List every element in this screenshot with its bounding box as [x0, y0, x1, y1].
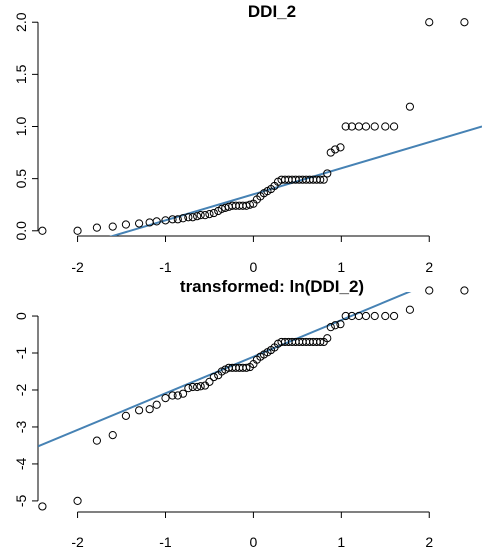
qq-point [389, 311, 399, 321]
y-tick-label: -3 [13, 421, 29, 434]
qq-point [205, 210, 214, 219]
qq-point [209, 208, 218, 218]
qq-point [121, 411, 131, 420]
y-tick-label: -5 [13, 494, 29, 507]
qq-point [200, 211, 210, 220]
qq-point [361, 311, 371, 321]
x-tick-label: 1 [337, 259, 345, 275]
x-tick-label: -1 [159, 534, 172, 550]
qq-point [161, 394, 170, 403]
qq-point [196, 382, 205, 391]
y-tick-label: 0 [13, 312, 29, 320]
qq-point [341, 122, 350, 131]
qq-point [370, 122, 379, 131]
x-tick-label: 0 [250, 534, 258, 550]
qq-point [38, 226, 47, 235]
qq-point [184, 384, 193, 393]
qq-point [316, 175, 325, 184]
y-tick-label: 0.0 [13, 221, 29, 241]
qq-point [193, 212, 202, 221]
qq-point [370, 311, 379, 321]
qq-point [173, 391, 182, 400]
panel-title: DDI_2 [248, 2, 296, 21]
x-tick-label: 2 [425, 259, 433, 275]
qq-panel-2: transformed: ln(DDI_2) -2 -1 0 1 2 0 -1 -2 -3 -4 -5 [13, 277, 469, 550]
y-tick-label: 1.0 [13, 117, 29, 137]
qq-point [200, 381, 210, 390]
qq-point [319, 175, 328, 184]
qq-point [405, 102, 415, 111]
qq-point [323, 334, 332, 343]
qq-point [152, 400, 161, 409]
qq-point [341, 311, 350, 321]
qq-point [188, 382, 197, 392]
qq-point [193, 382, 202, 392]
qq-point [173, 215, 182, 224]
qq-point [425, 286, 434, 295]
qq-point [108, 430, 117, 440]
y-tick-label: 0.5 [13, 169, 29, 189]
qq-point [242, 363, 251, 372]
qq-point [145, 405, 154, 414]
qq-point [108, 222, 117, 231]
qq-point [188, 213, 197, 222]
qq-point [205, 377, 214, 386]
qq-point [316, 337, 325, 347]
qq-point [92, 436, 102, 445]
qq-point [73, 496, 82, 506]
qq-point [92, 223, 102, 232]
qq-point [405, 305, 415, 314]
qq-point [209, 372, 218, 382]
qq-point [135, 219, 144, 228]
x-tick-label: 1 [337, 534, 345, 550]
qq-point [168, 391, 177, 400]
qq-point [326, 323, 335, 332]
qq-point [184, 213, 193, 222]
x-tick-label: 0 [250, 259, 258, 275]
qq-point [354, 122, 364, 131]
x-tick-label: 2 [425, 534, 433, 550]
qq-point [245, 200, 254, 209]
y-tick-label: -2 [13, 384, 29, 397]
panel-title: transformed: ln(DDI_2) [180, 277, 364, 296]
qq-point [460, 18, 469, 27]
qq-point [331, 145, 340, 154]
qq-point [336, 320, 345, 329]
qq-point [361, 122, 371, 131]
qq-point [425, 18, 434, 27]
qq-point [381, 122, 390, 131]
qq-point [323, 169, 332, 178]
qq-point [73, 226, 82, 235]
y-tick-label: -4 [13, 457, 29, 470]
qq-point [196, 211, 205, 220]
qq-point [178, 389, 188, 398]
qq-point [38, 502, 47, 511]
qq-point [121, 220, 131, 229]
qq-point [331, 321, 340, 330]
x-tick-label: -1 [159, 259, 172, 275]
qq-point [389, 122, 399, 131]
qq-point [168, 215, 177, 224]
y-tick-label: 2.0 [13, 12, 29, 32]
qq-point [460, 286, 469, 295]
qq-point [336, 143, 345, 152]
x-tick-label: -2 [71, 259, 84, 275]
qq-point [178, 214, 188, 223]
qq-point [152, 217, 161, 226]
x-tick-label: -2 [71, 534, 84, 550]
qq-point [135, 406, 144, 415]
qq-point [381, 311, 390, 321]
y-tick-label: -1 [13, 347, 29, 360]
y-tick-label: 1.5 [13, 64, 29, 84]
qq-panel-1: DDI_2 -2 -1 0 1 2 0.0 0.5 1.0 1.5 2.0 [13, 2, 482, 275]
